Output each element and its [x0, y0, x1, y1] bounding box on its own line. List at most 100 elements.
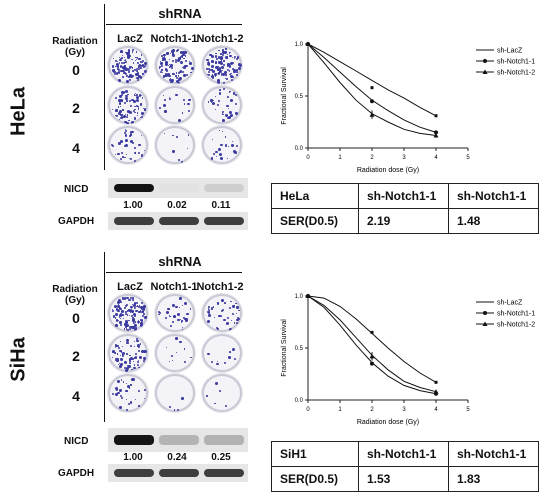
legend-label: sh-Notch1-1 — [497, 311, 535, 318]
table-cell: sh-Notch1-1 — [358, 183, 449, 209]
table-cell: SER(D0.5) — [271, 466, 359, 492]
legend-marker — [482, 69, 488, 74]
data-point — [370, 86, 374, 90]
data-point — [370, 361, 374, 366]
colony-dish — [108, 294, 148, 332]
data-point — [433, 389, 439, 394]
colony-dish — [155, 334, 195, 372]
colony-dish — [108, 46, 148, 84]
blot-band — [159, 469, 199, 477]
radiation-header-text: Radiation (Gy) — [52, 36, 98, 58]
data-point — [370, 99, 374, 104]
radiation-header: Radiation (Gy) — [48, 36, 102, 58]
colony-dish — [155, 86, 195, 124]
colony-dish — [202, 334, 242, 372]
blot-ratio: 0.11 — [211, 200, 231, 211]
y-tick-label: 1.0 — [295, 42, 304, 48]
data-point — [305, 293, 311, 298]
data-point — [433, 133, 439, 138]
legend-label: sh-Notch1-2 — [497, 70, 535, 77]
table-cell: sh-Notch1-1 — [448, 183, 539, 209]
ser-table-siha: SiH1 sh-Notch1-1 sh-Notch1-1 SER(D0.5) 1… — [271, 441, 539, 492]
table-cell: 1.53 — [358, 466, 449, 492]
y-tick-label: 0.5 — [295, 94, 304, 100]
colony-dish — [155, 46, 195, 84]
dose-label: 2 — [72, 100, 80, 116]
shrna-group-label: shRNA — [158, 254, 202, 269]
colony-dish — [202, 86, 242, 124]
table-cell: 2.19 — [358, 208, 449, 234]
legend-marker — [483, 59, 487, 63]
y-axis-label: Fractional Survival — [281, 319, 288, 377]
colony-dish-grid — [106, 46, 250, 170]
blot-band — [204, 435, 244, 445]
y-tick-label: 1.0 — [295, 294, 304, 300]
table-header-row: HeLa sh-Notch1-1 sh-Notch1-1 — [271, 183, 539, 209]
series-line — [307, 295, 437, 395]
x-tick-label: 5 — [466, 407, 470, 413]
table-cell: sh-Notch1-1 — [358, 441, 449, 467]
cell-line-label: HeLa — [7, 87, 30, 136]
blot-nicd — [108, 428, 248, 452]
panel-hela: HeLa shRNA Radiation (Gy) LacZ Notch1-1 … — [0, 0, 550, 240]
blot-nicd — [108, 178, 248, 198]
colony-dish — [108, 374, 148, 412]
cell-line-label: SiHa — [7, 337, 30, 382]
colony-dish — [202, 374, 242, 412]
dose-label: 4 — [72, 140, 80, 156]
x-axis-label: Radiation dose (Gy) — [357, 419, 419, 426]
x-tick-label: 0 — [306, 407, 310, 413]
colony-dish — [202, 126, 242, 164]
colony-dish — [155, 126, 195, 164]
table-cell: 1.48 — [448, 208, 539, 234]
column-label-notch1-1: Notch1-1 — [150, 281, 198, 293]
blot-label-nicd: NICD — [64, 184, 89, 195]
colony-dish-grid — [106, 294, 250, 418]
dose-label: 0 — [72, 62, 80, 78]
x-tick-label: 1 — [338, 407, 342, 413]
blot-band — [114, 469, 154, 477]
table-row: SER(D0.5) 2.19 1.48 — [271, 208, 539, 234]
table-cell: SiH1 — [271, 441, 359, 467]
legend-label: sh-LacZ — [497, 300, 523, 307]
x-tick-label: 2 — [370, 407, 374, 413]
x-tick-label: 4 — [434, 155, 438, 161]
blot-label-nicd: NICD — [64, 436, 89, 447]
blot-band — [204, 184, 244, 192]
table-cell: SER(D0.5) — [271, 208, 359, 234]
colony-dish — [108, 126, 148, 164]
dose-label: 4 — [72, 388, 80, 404]
dose-label: 2 — [72, 348, 80, 364]
legend-marker — [482, 321, 488, 326]
blot-band — [204, 469, 244, 477]
table-row: SER(D0.5) 1.53 1.83 — [271, 466, 539, 492]
blot-gapdh — [108, 464, 248, 482]
legend-marker — [483, 311, 487, 315]
ser-table-hela: HeLa sh-Notch1-1 sh-Notch1-1 SER(D0.5) 2… — [271, 183, 539, 234]
data-point — [434, 380, 438, 384]
x-axis-label: Radiation dose (Gy) — [357, 167, 419, 174]
y-axis-label: Fractional Survival — [281, 67, 288, 125]
shrna-group-label: shRNA — [158, 6, 202, 21]
legend-label: sh-Notch1-2 — [497, 322, 535, 329]
data-point — [305, 41, 311, 46]
table-cell: 1.83 — [448, 466, 539, 492]
blot-band — [114, 184, 154, 192]
blot-ratio: 1.00 — [123, 200, 143, 211]
x-tick-label: 3 — [402, 155, 406, 161]
blot-label-gapdh: GAPDH — [58, 216, 95, 227]
blot-band — [159, 184, 199, 192]
series-line — [307, 43, 437, 136]
y-tick-label: 0.0 — [295, 398, 304, 404]
table-cell: sh-Notch1-1 — [448, 441, 539, 467]
blot-band — [114, 435, 154, 445]
blot-band — [204, 217, 244, 225]
blot-ratio: 1.00 — [123, 452, 143, 463]
table-cell: HeLa — [271, 183, 359, 209]
blot-band — [114, 217, 154, 225]
colony-dish — [202, 46, 242, 84]
colony-dish — [202, 294, 242, 332]
data-point — [370, 330, 374, 334]
column-label-lacz: LacZ — [117, 33, 143, 45]
radiation-header: Radiation (Gy) — [48, 284, 102, 306]
